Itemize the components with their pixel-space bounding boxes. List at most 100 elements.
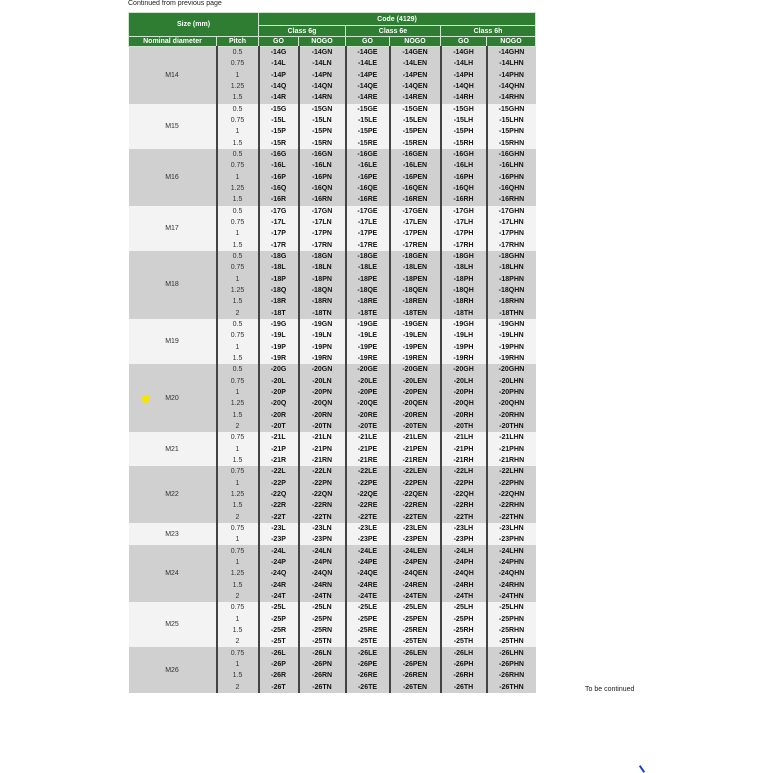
- code-cell-go-6h: -25RH: [439, 624, 487, 637]
- table-row: 2 -24T -24TN -24TE -24TEN -24TH -24THN: [129, 590, 536, 603]
- code-cell-nogo-6e: -19REN: [388, 352, 441, 365]
- code-cell-go-6h: -20RH: [439, 409, 487, 421]
- code-cell-nogo-6e: -16GEN: [388, 148, 441, 161]
- code-cell-nogo-6e: -14REN: [388, 92, 441, 104]
- code-cell-go-6e: -20RE: [344, 409, 390, 421]
- code-cell-nogo-6g: -20LN: [297, 375, 346, 387]
- code-cell-nogo-6h: -19GHN: [485, 318, 536, 331]
- code-cell-nogo-6g: -16GN: [297, 148, 346, 161]
- code-cell-go-6g: -25L: [257, 602, 299, 614]
- code-cell-nogo-6g: -22TN: [297, 511, 346, 523]
- code-cell-nogo-6h: -18PHN: [485, 273, 536, 285]
- code-cell-nogo-6h: -18LHN: [485, 262, 536, 274]
- code-cell-nogo-6e: -20REN: [388, 409, 441, 421]
- code-cell-nogo-6h: -20LHN: [485, 375, 536, 387]
- table-row: 1.25 -24Q -24QN -24QE -24QEN -24QH -24QHN: [129, 568, 536, 580]
- code-cell-nogo-6g: -20GN: [297, 364, 346, 376]
- table-row: 1.25 -14Q -14QN -14QE -14QEN -14QH -14QHN: [129, 80, 536, 93]
- pitch-cell: 1.5: [215, 624, 259, 637]
- code-cell-go-6h: -15PH: [439, 126, 487, 138]
- code-cell-nogo-6e: -25LEN: [388, 602, 441, 614]
- code-cell-nogo-6g: -18LN: [297, 262, 346, 274]
- code-cell-go-6e: -22RE: [344, 500, 390, 512]
- pitch-cell: 0.75: [215, 545, 259, 557]
- code-cell-go-6e: -23PE: [344, 534, 390, 546]
- code-cell-go-6h: -18RH: [439, 296, 487, 308]
- table-row: 1.5 -25R -25RN -25RE -25REN -25RH -25RHN: [129, 624, 536, 637]
- code-cell-nogo-6h: -26THN: [485, 681, 536, 693]
- code-cell-go-6g: -16P: [257, 171, 299, 183]
- code-cell-go-6g: -23L: [257, 522, 299, 535]
- code-cell-go-6h: -24RH: [439, 579, 487, 591]
- code-cell-go-6g: -23P: [257, 534, 299, 546]
- code-cell-go-6e: -17RE: [344, 239, 390, 251]
- code-cell-go-6g: -21P: [257, 443, 299, 455]
- code-cell-go-6e: -20LE: [344, 375, 390, 387]
- pitch-cell: 1: [215, 443, 259, 455]
- table-row: 1.5 -17R -17RN -17RE -17REN -17RH -17RHN: [129, 239, 536, 251]
- table-row: 1.5 -15R -15RN -15RE -15REN -15RH -15RHN: [129, 137, 536, 149]
- code-cell-nogo-6g: -14QN: [297, 80, 346, 93]
- pitch-cell: 0.5: [215, 205, 259, 217]
- code-cell-nogo-6h: -25THN: [485, 636, 536, 648]
- code-cell-go-6e: -18PE: [344, 273, 390, 285]
- table-row: 0.75 -17L -17LN -17LE -17LEN -17LH -17LHN: [129, 216, 536, 229]
- pitch-cell: 0.5: [215, 250, 259, 263]
- pitch-cell: 1: [215, 126, 259, 138]
- code-cell-nogo-6h: -24PHN: [485, 556, 536, 569]
- code-cell-nogo-6h: -14GHN: [485, 46, 536, 59]
- code-cell-nogo-6g: -21PN: [297, 443, 346, 455]
- pitch-cell: 0.75: [215, 602, 259, 614]
- code-cell-nogo-6g: -17GN: [297, 205, 346, 217]
- code-cell-nogo-6e: -25TEN: [388, 636, 441, 648]
- code-cell-go-6e: -25RE: [344, 624, 390, 637]
- code-cell-nogo-6g: -22PN: [297, 477, 346, 489]
- pitch-cell: 1.5: [215, 239, 259, 251]
- code-cell-go-6e: -21PE: [344, 443, 390, 455]
- pitch-cell: 0.5: [215, 148, 259, 161]
- code-cell-nogo-6e: -14GEN: [388, 46, 441, 59]
- code-cell-go-6e: -17PE: [344, 228, 390, 240]
- code-cell-nogo-6e: -24LEN: [388, 545, 441, 557]
- code-cell-go-6e: -14GE: [344, 46, 390, 59]
- code-cell-go-6h: -26PH: [439, 658, 487, 671]
- code-cell-go-6g: -18T: [257, 307, 299, 319]
- code-cell-nogo-6g: -16RN: [297, 194, 346, 206]
- code-cell-go-6g: -22L: [257, 466, 299, 478]
- code-cell-go-6h: -22PH: [439, 477, 487, 489]
- code-cell-go-6h: -19PH: [439, 341, 487, 353]
- code-cell-nogo-6e: -20LEN: [388, 375, 441, 387]
- code-cell-go-6e: -25PE: [344, 613, 390, 625]
- code-cell-go-6h: -17PH: [439, 228, 487, 240]
- nogo-header: NOGO: [298, 36, 346, 47]
- pitch-cell: 1: [215, 386, 259, 399]
- code-cell-go-6e: -18RE: [344, 296, 390, 308]
- code-cell-nogo-6e: -16LEN: [388, 160, 441, 172]
- code-cell-go-6e: -19LE: [344, 330, 390, 342]
- code-cell-nogo-6h: -19RHN: [485, 352, 536, 365]
- table-row: M26 0.75 -26L -26LN -26LE -26LEN -26LH -26LHN: [128, 647, 536, 693]
- code-cell-go-6h: -23PH: [439, 534, 487, 546]
- code-cell-go-6h: -14RH: [439, 92, 487, 104]
- code-cell-nogo-6g: -15PN: [297, 126, 346, 138]
- code-cell-nogo-6e: -24QEN: [388, 568, 441, 580]
- code-cell-go-6h: -18TH: [439, 307, 487, 319]
- table-row: 2 -25T -25TN -25TE -25TEN -25TH -25THN: [129, 636, 536, 648]
- pitch-cell: 1.5: [215, 500, 259, 512]
- table-row: 1 -14P -14PN -14PE -14PEN -14PH -14PHN: [129, 69, 536, 81]
- pitch-cell: 1.5: [215, 352, 259, 365]
- code-cell-nogo-6g: -21RN: [297, 454, 346, 467]
- class-6h-header: Class 6h: [440, 25, 536, 37]
- nominal-diameter-cell: M24: [128, 545, 217, 603]
- code-cell-nogo-6e: -17PEN: [388, 228, 441, 240]
- code-cell-go-6g: -15L: [257, 114, 299, 127]
- code-cell-nogo-6g: -23LN: [297, 522, 346, 535]
- code-cell-nogo-6e: -17LEN: [388, 216, 441, 229]
- code-cell-go-6e: -20GE: [344, 364, 390, 376]
- code-cell-nogo-6g: -26LN: [297, 647, 346, 659]
- code-cell-nogo-6h: -24LHN: [485, 545, 536, 557]
- code-cell-go-6e: -24QE: [344, 568, 390, 580]
- pitch-cell: 2: [215, 420, 259, 433]
- table-row: M15 0.5 -15G -15GN -15GE -15GEN -15GH -15GHN: [128, 103, 536, 149]
- table-row: M25 0.75 -25L -25LN -25LE -25LEN -25LH -25LHN: [128, 602, 536, 648]
